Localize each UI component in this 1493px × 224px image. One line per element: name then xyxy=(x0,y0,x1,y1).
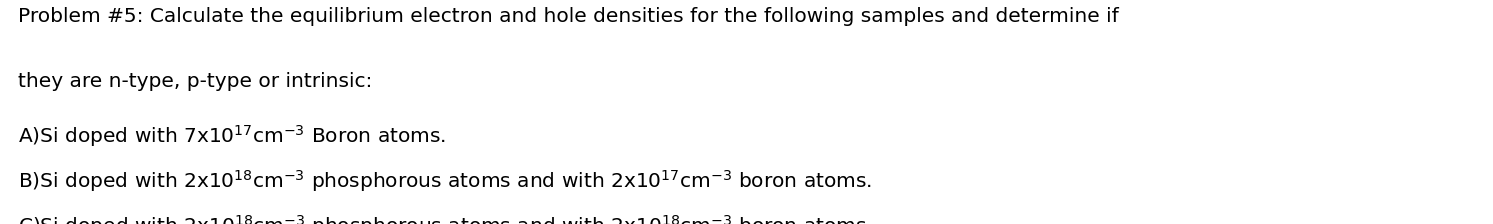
Text: they are n-type, p-type or intrinsic:: they are n-type, p-type or intrinsic: xyxy=(18,72,372,91)
Text: $\mathregular{C) Si\ doped\ with\ 2x10^{18}cm^{-3}\ phosphorous\ atoms\ and\ wit: $\mathregular{C) Si\ doped\ with\ 2x10^{… xyxy=(18,213,872,224)
Text: Problem #5: Calculate the equilibrium electron and hole densities for the follow: Problem #5: Calculate the equilibrium el… xyxy=(18,7,1118,26)
Text: $\mathregular{B) Si\ doped\ with\ 2x10^{18}cm^{-3}\ phosphorous\ atoms\ and\ wit: $\mathregular{B) Si\ doped\ with\ 2x10^{… xyxy=(18,168,872,194)
Text: $\mathregular{A) Si\ doped\ with\ 7x10^{17}cm^{-3}\ Boron\ atoms.}$: $\mathregular{A) Si\ doped\ with\ 7x10^{… xyxy=(18,123,446,149)
